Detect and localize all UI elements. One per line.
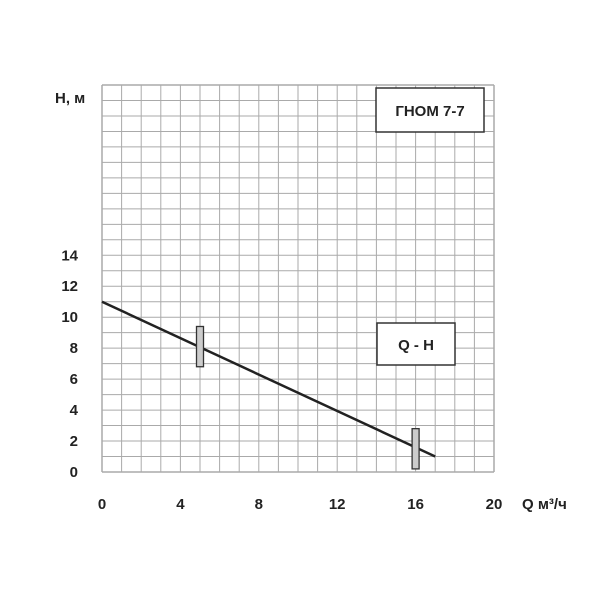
x-tick-label: 4	[176, 496, 185, 513]
x-tick-label: 8	[255, 496, 263, 513]
x-tick-label: 0	[98, 496, 106, 513]
chart-title: ГНОМ 7-7	[395, 103, 464, 120]
y-tick-labels: 0 2 4 6 8 10 12 14	[61, 247, 78, 481]
x-tick-label: 16	[407, 496, 424, 513]
x-tick-label: 20	[486, 496, 503, 513]
x-tick-label: 12	[329, 496, 346, 513]
legend-box	[376, 322, 456, 366]
series-layer	[101, 300, 436, 470]
legend-label: Q - H	[398, 337, 434, 354]
grid	[101, 84, 495, 473]
series-line-q-h	[101, 300, 436, 458]
y-tick-label: 2	[70, 433, 78, 450]
y-tick-label: 10	[61, 309, 78, 326]
y-tick-label: 6	[70, 371, 78, 388]
operating-range-marker	[195, 325, 205, 368]
y-axis-label: H, м	[55, 90, 85, 107]
y-tick-label: 0	[70, 464, 78, 481]
operating-range-marker	[411, 428, 420, 470]
y-tick-label: 4	[70, 402, 79, 419]
title-box	[375, 87, 485, 133]
y-tick-label: 14	[61, 247, 78, 264]
y-tick-label: 8	[70, 340, 78, 357]
y-tick-label: 12	[61, 278, 78, 295]
x-axis-label: Q м³/ч	[522, 496, 567, 513]
x-tick-labels: 0 4 8 12 16 20	[98, 496, 503, 513]
